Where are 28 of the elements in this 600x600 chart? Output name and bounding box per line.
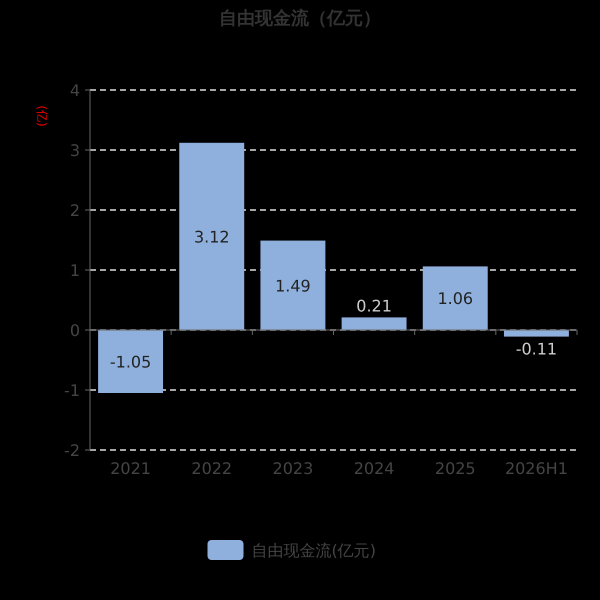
- data-label: 3.12: [194, 227, 230, 246]
- bar: [179, 142, 244, 330]
- y-tick-label: 4: [70, 81, 80, 100]
- y-tick-label: -2: [64, 441, 80, 460]
- bar: [260, 240, 326, 330]
- bar: [504, 330, 569, 337]
- bar: [98, 330, 164, 393]
- x-tick-label: 2025: [434, 459, 476, 478]
- data-label: -1.05: [110, 352, 152, 372]
- x-tick-label: 2022: [191, 459, 232, 478]
- data-label: 1.49: [275, 276, 311, 296]
- y-tick-label: 3: [70, 141, 80, 160]
- data-label: 1.06: [437, 289, 474, 308]
- data-label: 0.21: [356, 296, 392, 316]
- y-tick-label: 1: [70, 261, 80, 280]
- data-label: -0.11: [516, 340, 558, 359]
- x-tick-label: 2023: [272, 459, 314, 478]
- bar: [422, 266, 488, 330]
- y-tick-label: -1: [64, 381, 80, 400]
- x-tick-label: 2021: [110, 459, 151, 478]
- x-tick-label: 2024: [354, 459, 394, 478]
- x-tick-label: 2026H1: [504, 459, 568, 478]
- legend-label: 自由现金流(亿元): [252, 541, 376, 560]
- y-axis-title: (亿): [35, 105, 49, 127]
- bar: [342, 317, 407, 330]
- legend: 自由现金流(亿元): [208, 540, 376, 560]
- y-tick-label: 2: [70, 201, 80, 220]
- y-tick-label: 0: [70, 321, 80, 340]
